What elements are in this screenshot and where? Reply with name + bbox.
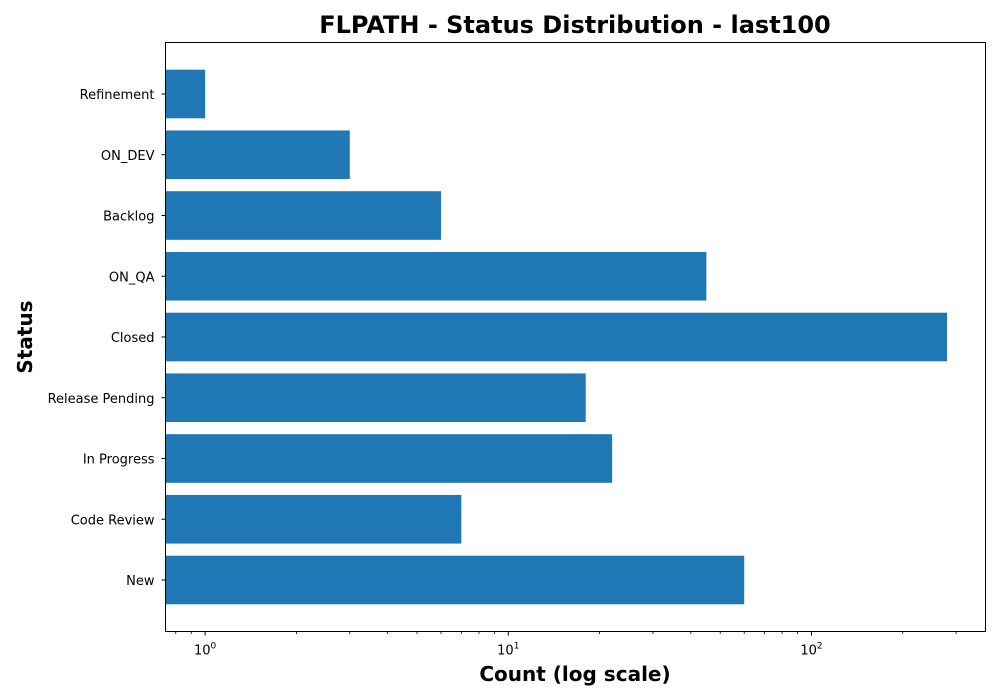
bar-refinement bbox=[165, 69, 206, 119]
y-tick-label: Refinement bbox=[80, 88, 155, 103]
y-tick-label: New bbox=[126, 574, 155, 589]
bars-group bbox=[165, 69, 948, 605]
y-tick-label: ON_QA bbox=[109, 270, 155, 285]
x-axis-label: Count (log scale) bbox=[479, 662, 670, 686]
bar-in-progress bbox=[165, 434, 613, 483]
y-axis-label: Status bbox=[13, 300, 37, 373]
y-tick-label: Code Review bbox=[71, 513, 155, 528]
y-tick-label: Release Pending bbox=[48, 392, 155, 407]
y-tick-label: ON_DEV bbox=[101, 149, 155, 164]
bar-backlog bbox=[165, 191, 442, 240]
plot-frame bbox=[165, 42, 986, 632]
x-tick-label: 102 bbox=[800, 642, 822, 659]
y-tick-label: Closed bbox=[111, 331, 155, 346]
y-tick-label: In Progress bbox=[83, 453, 155, 468]
bar-code-review bbox=[165, 494, 462, 544]
bar-new bbox=[165, 555, 745, 605]
x-tick-label: 101 bbox=[497, 642, 519, 659]
bar-closed bbox=[165, 312, 948, 362]
y-axis-ticks: Refinement ON_DEV Backlog ON_QA Closed Releas… bbox=[48, 88, 166, 589]
bar-on-dev bbox=[165, 130, 350, 180]
x-axis-ticks: 100 101 102 bbox=[175, 631, 957, 659]
bar-release-pending bbox=[165, 373, 586, 423]
chart-title: FLPATH - Status Distribution - last100 bbox=[319, 11, 831, 39]
y-tick-label: Backlog bbox=[103, 210, 154, 225]
bar-on-qa bbox=[165, 251, 707, 301]
x-tick-label: 100 bbox=[194, 642, 217, 659]
